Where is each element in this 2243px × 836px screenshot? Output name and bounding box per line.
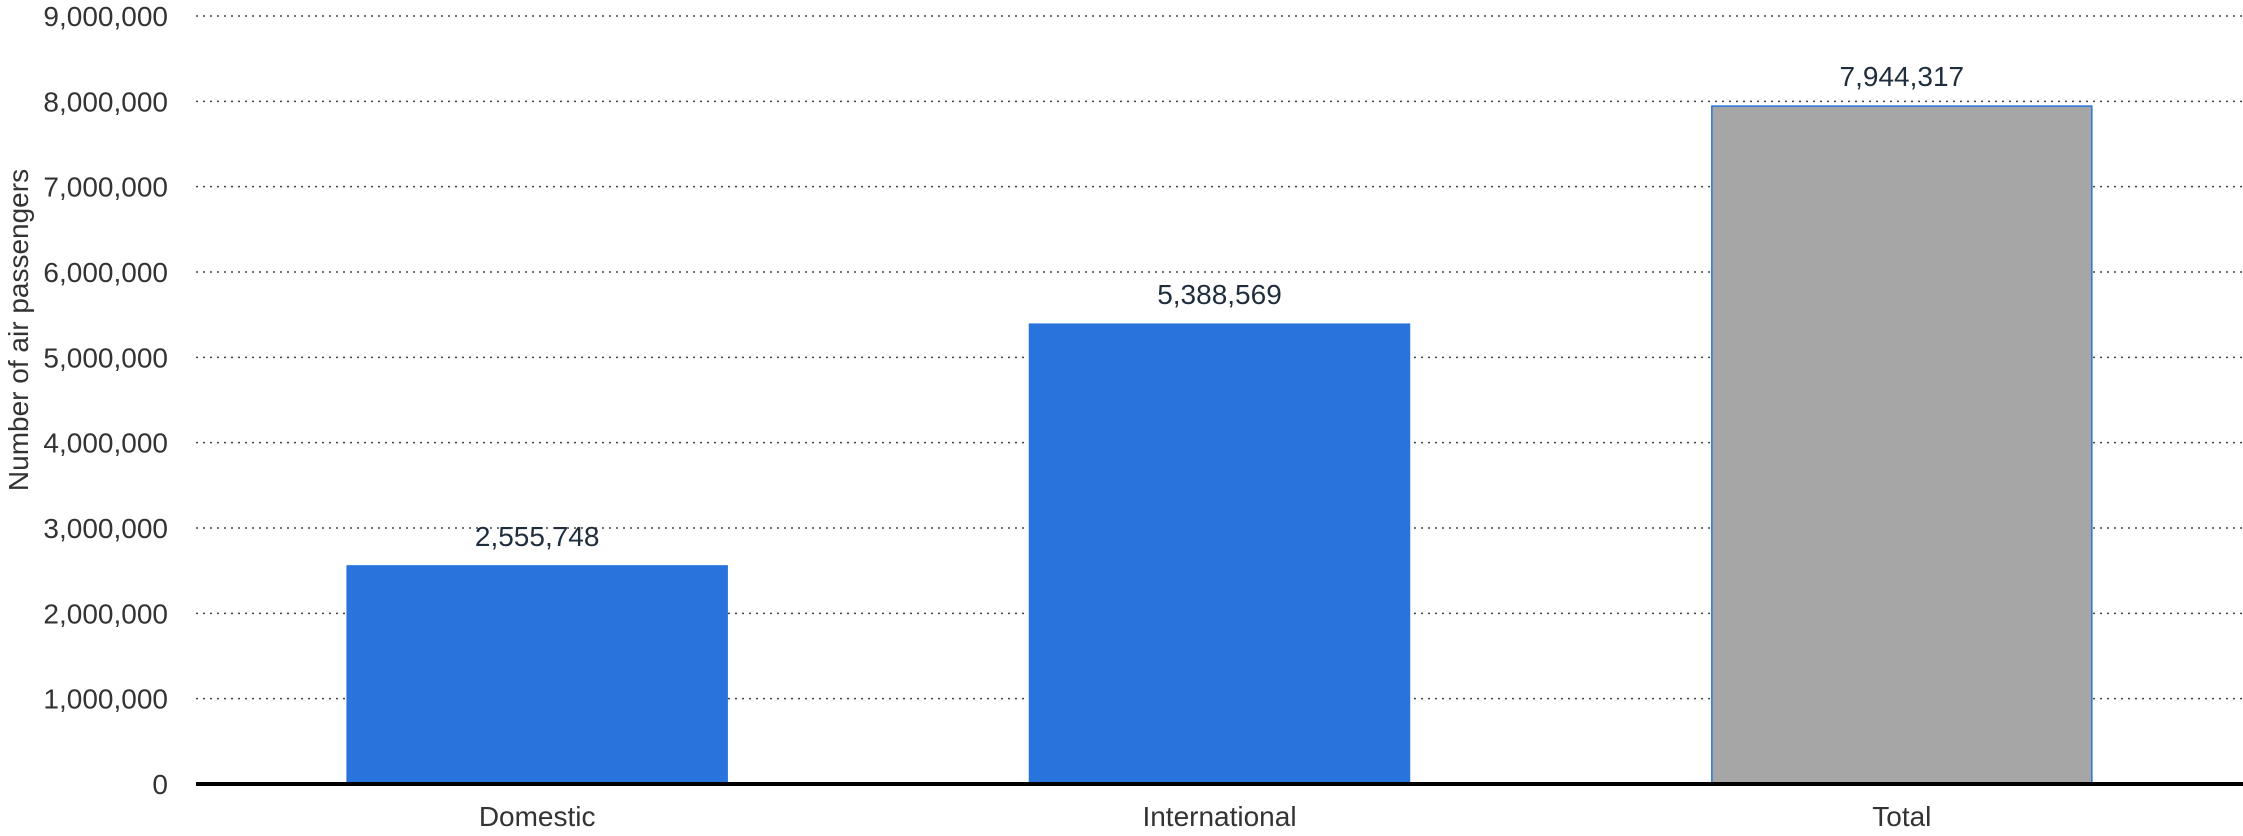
y-tick-label: 7,000,000 (43, 172, 168, 203)
bar-domestic (346, 565, 728, 785)
y-tick-label: 8,000,000 (43, 86, 168, 117)
y-tick-label: 4,000,000 (43, 428, 168, 459)
bar-total (1711, 105, 2093, 785)
y-axis-title: Number of air passengers (3, 169, 34, 491)
bars (346, 105, 2093, 785)
y-tick-label: 5,000,000 (43, 342, 168, 373)
bar-international (1028, 323, 1411, 785)
data-label-domestic: 2,555,748 (475, 521, 600, 552)
y-tick-label: 0 (152, 769, 168, 800)
data-labels: 2,555,748 5,388,569 7,944,317 (475, 61, 1964, 552)
x-category-label-domestic: Domestic (479, 801, 596, 832)
y-tick-label: 1,000,000 (43, 684, 168, 715)
data-label-total: 7,944,317 (1840, 61, 1965, 92)
x-category-label-total: Total (1872, 801, 1931, 832)
y-tick-label: 6,000,000 (43, 257, 168, 288)
x-axis-categories: Domestic International Total (479, 801, 1932, 832)
data-label-international: 5,388,569 (1157, 279, 1282, 310)
y-tick-label: 2,000,000 (43, 598, 168, 629)
y-axis-ticks: 0 1,000,000 2,000,000 3,000,000 4,000,000 5,0… (43, 1, 168, 800)
x-category-label-international: International (1142, 801, 1296, 832)
y-tick-label: 3,000,000 (43, 513, 168, 544)
y-tick-label: 9,000,000 (43, 1, 168, 32)
